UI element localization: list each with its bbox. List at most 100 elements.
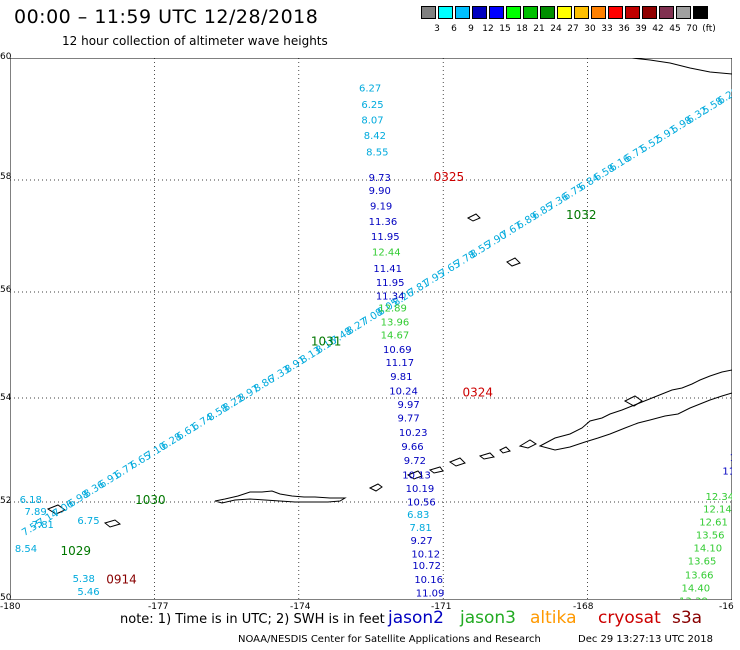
alaska-peninsula	[538, 369, 733, 451]
colorbar-swatch	[540, 6, 555, 19]
pribilof-2	[506, 257, 521, 267]
wave-height-value: 11.09	[416, 589, 445, 600]
wave-height-value: 10.72	[412, 561, 441, 572]
wave-height-value: 8.07	[361, 115, 383, 126]
pass-time-label: 1029	[61, 544, 92, 558]
colorbar-label: 6	[451, 24, 457, 34]
colorbar-swatch	[574, 6, 589, 19]
colorbar-label: 39	[635, 24, 647, 34]
wave-height-value: 10.16	[414, 575, 443, 586]
colorbar-label: 12	[482, 24, 494, 34]
wave-height-value: 11.68	[730, 453, 732, 464]
wave-height-value: 9.81	[390, 372, 412, 383]
colorbar-label: 15	[499, 24, 511, 34]
wave-height-value: 8.42	[364, 131, 386, 142]
colorbar-label: 30	[584, 24, 596, 34]
aleutian-isl-3	[428, 466, 444, 474]
pass-time-label: 1030	[135, 493, 166, 507]
wave-height-value: 9.72	[404, 456, 426, 467]
aleutian-west	[214, 490, 347, 504]
timestamp: Dec 29 13:27:13 UTC 2018	[578, 634, 713, 645]
coastlines	[46, 57, 733, 528]
aleutian-isl-7	[518, 439, 537, 449]
map-area[interactable]: 7.55 7.14 7.06 6.98 8.36 6.91 6.77 6.65 7.10 6.28…	[9, 57, 740, 650]
wave-height-value: 11.17	[385, 358, 414, 369]
wave-height-value: 5.46	[77, 587, 99, 598]
lon-label-177: -177	[148, 602, 169, 612]
colorbar-unit: (ft)	[702, 24, 716, 34]
colorbar-swatch	[489, 6, 504, 19]
legend-s3a: s3a	[672, 608, 703, 628]
colorbar-swatch	[676, 6, 691, 19]
lon-label-165: -16	[719, 602, 734, 612]
colorbar-swatch	[659, 6, 674, 19]
wave-height-value: 10.13	[402, 471, 431, 482]
wave-height-value: 12.14	[703, 504, 732, 515]
colorbar-swatch	[608, 6, 623, 19]
lat-label-52: 52	[0, 496, 12, 506]
aleutian-isl-2	[406, 470, 423, 480]
colorbar-label: 24	[550, 24, 562, 34]
lat-label-58: 58	[0, 172, 12, 182]
note-text: note: 1) Time is in UTC; 2) SWH is in fe…	[120, 612, 385, 627]
wave-height-value: 10.12	[411, 549, 440, 560]
colorbar-label: 36	[618, 24, 630, 34]
wave-height-value: 12.44	[372, 248, 401, 259]
lon-label-171: -171	[431, 602, 452, 612]
colorbar-swatch	[438, 6, 453, 19]
colorbar-label: 18	[516, 24, 528, 34]
wave-height-value: 9.27	[410, 536, 432, 547]
wave-height-value: 6.25	[361, 100, 383, 111]
aleutian-isl-4	[448, 457, 466, 467]
lon-label-180: -180	[0, 602, 21, 612]
wave-height-value: 11.95	[371, 232, 400, 243]
wave-height-value: 13.56	[696, 530, 725, 541]
colorbar-swatch	[591, 6, 606, 19]
amchitka	[103, 519, 122, 528]
lon-label-174: -174	[290, 602, 311, 612]
wave-height-value: 10.24	[389, 386, 418, 397]
colorbar-label: 42	[652, 24, 664, 34]
colorbar-swatch	[455, 6, 470, 19]
pass-time-label: 0324	[462, 385, 493, 399]
colorbar-swatch	[506, 6, 521, 19]
map-svg: 7.557.147.066.988.366.916.776.657.106.28…	[9, 57, 740, 650]
attu	[46, 504, 67, 515]
pass-time-label: 0325	[434, 170, 465, 184]
wave-height-value: 11.95	[376, 278, 405, 289]
colorbar-swatch	[693, 6, 708, 19]
lat-label-60: 60	[0, 52, 12, 62]
colorbar-swatch	[557, 6, 572, 19]
lat-label-54: 54	[0, 393, 12, 403]
wave-height-value: 6.83	[407, 510, 429, 521]
wave-height-value: 7.81	[32, 520, 54, 531]
wave-height-value: 9.90	[369, 186, 391, 197]
wave-height-value: 10.23	[399, 428, 428, 439]
wave-height-value: 6.27	[359, 84, 381, 95]
wave-height-value: 12.34	[706, 492, 732, 503]
colorbar-label: 3	[434, 24, 440, 34]
wave-height-value: 9.77	[397, 413, 419, 424]
legend-jason3: jason3	[460, 608, 516, 628]
wave-height-value: 11.36	[369, 217, 398, 228]
wave-height-value: 14.10	[693, 543, 722, 554]
colorbar-label: 9	[468, 24, 474, 34]
wave-height-value: 13.38	[679, 596, 708, 600]
wave-height-value: 14.40	[681, 584, 710, 595]
wave-height-value: 13.65	[688, 557, 717, 568]
wave-height-value: 7.81	[410, 523, 432, 534]
chart-title: 00:00 – 11:59 UTC 12/28/2018	[14, 6, 319, 28]
colorbar-swatch	[625, 6, 640, 19]
wave-height-value: 7.89	[24, 507, 46, 518]
pass-time-label: 0914	[106, 572, 137, 586]
lat-lon-grid	[10, 58, 732, 600]
wave-height-value: 10.69	[383, 345, 412, 356]
wave-height-value: 9.97	[397, 400, 419, 411]
lat-label-50: 50	[0, 593, 12, 603]
kodiak-area	[623, 395, 643, 407]
wave-height-value: 10.56	[407, 497, 436, 508]
colorbar-swatch	[421, 6, 436, 19]
pribilof-1	[466, 213, 481, 222]
wave-height-value: 11.34	[376, 291, 405, 302]
pass-time-label: 1032	[566, 208, 597, 222]
